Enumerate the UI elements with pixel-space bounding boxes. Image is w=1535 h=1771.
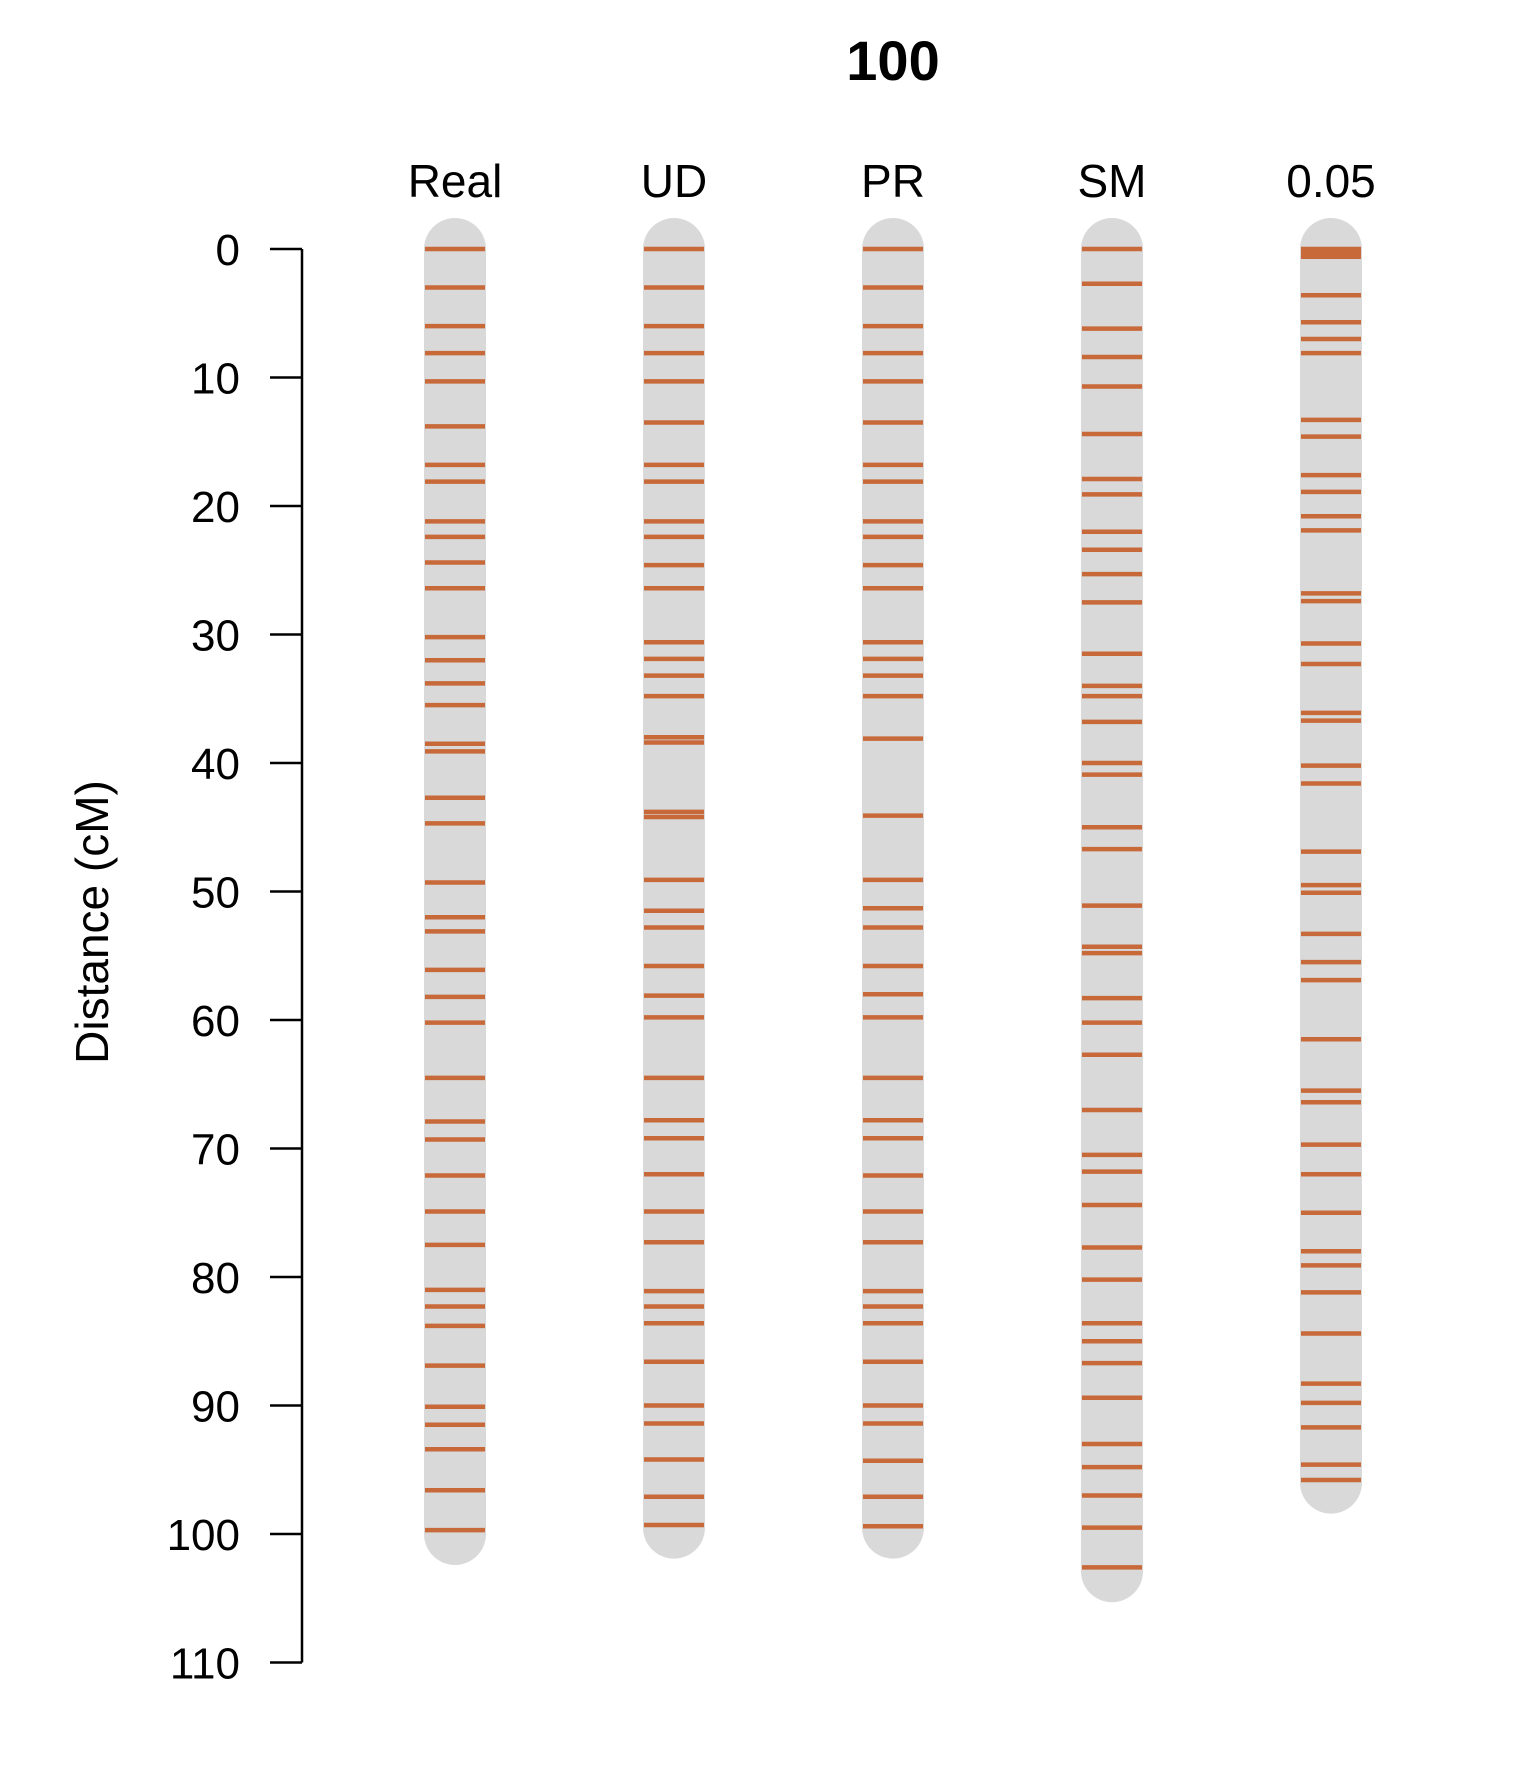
y-axis-title: Distance (cM) [66, 780, 118, 1064]
chromosome-1: UD [641, 155, 707, 1559]
chart-title: 100 [846, 29, 939, 92]
y-tick-label: 60 [191, 997, 240, 1046]
y-tick-label: 80 [191, 1254, 240, 1303]
column-label: Real [408, 155, 503, 207]
y-tick-label: 10 [191, 355, 240, 404]
y-tick-label: 70 [191, 1126, 240, 1175]
y-tick-label: 100 [167, 1511, 240, 1560]
chromosome-bar [424, 218, 486, 1565]
y-tick-label: 0 [216, 226, 240, 275]
y-tick-label: 40 [191, 740, 240, 789]
chromosome-3: SM [1078, 155, 1147, 1603]
chromosome-0: Real [408, 155, 503, 1565]
y-tick-label: 50 [191, 869, 240, 918]
column-label: PR [861, 155, 925, 207]
y-axis: 0 10 20 30 40 50 60 70 80 90 100 110 [167, 226, 304, 1689]
column-label: 0.05 [1286, 155, 1376, 207]
chromosome-2: PR [861, 155, 925, 1559]
column-label: UD [641, 155, 707, 207]
chromosome-4: 0.05 [1286, 155, 1376, 1514]
chromosome-bar [643, 218, 705, 1559]
column-label: SM [1078, 155, 1147, 207]
chromosome-bar [1300, 218, 1362, 1514]
chromosome-columns: Real UD PR SM 0.05 [408, 155, 1376, 1603]
y-tick-label: 90 [191, 1383, 240, 1432]
y-tick-label: 30 [191, 612, 240, 661]
chromosome-bar [862, 218, 924, 1559]
chromosome-bar [1081, 218, 1143, 1603]
y-tick-label: 20 [191, 483, 240, 532]
y-tick-label: 110 [170, 1640, 240, 1689]
